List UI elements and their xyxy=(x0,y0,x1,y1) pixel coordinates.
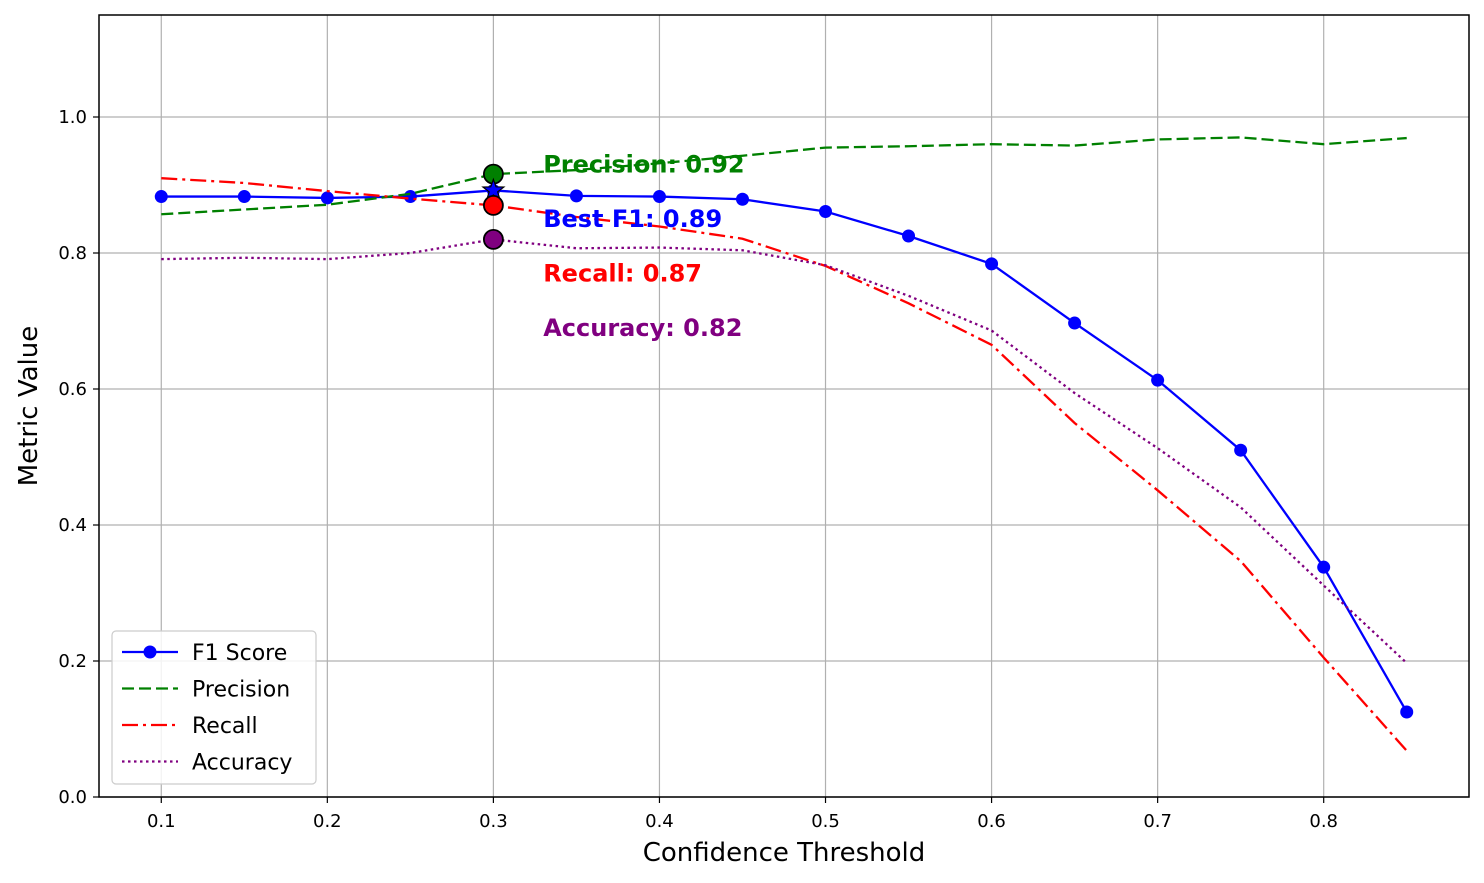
data-point xyxy=(237,190,251,204)
plot-frame xyxy=(98,14,1470,798)
annotations: Precision: 0.92 Best F1: 0.89 Recall: 0.87… xyxy=(543,151,744,342)
legend-item[interactable]: F1 Score xyxy=(122,641,287,666)
data-point xyxy=(735,192,749,206)
legend-box xyxy=(111,630,317,785)
legend-marker xyxy=(143,645,157,659)
data-point xyxy=(1234,443,1248,457)
legend-label: F1 Score xyxy=(192,641,287,666)
y-axis-ticks: 0.0 0.2 0.4 0.6 0.8 1.0 xyxy=(58,107,99,808)
data-point xyxy=(652,190,666,204)
legend-label: Recall xyxy=(192,714,258,739)
legend-item[interactable]: Recall xyxy=(122,714,258,739)
annotation-label: Precision: 0.92 xyxy=(543,151,744,179)
x-tick-label: 0.7 xyxy=(1143,811,1172,832)
x-tick-label: 0.5 xyxy=(811,811,840,832)
y-tick-label: 0.0 xyxy=(58,787,87,808)
best-accuracy-marker xyxy=(482,228,504,250)
data-point xyxy=(1400,705,1414,719)
annotation-label: Best F1: 0.89 xyxy=(543,205,722,233)
data-point xyxy=(1068,316,1082,330)
series-line xyxy=(161,177,1408,752)
best-threshold-markers xyxy=(481,163,506,250)
data-point xyxy=(403,190,417,204)
x-axis-label: Confidence Threshold xyxy=(643,838,926,868)
x-tick-label: 0.1 xyxy=(147,811,176,832)
x-tick-label: 0.8 xyxy=(1309,811,1338,832)
annotation-label: Accuracy: 0.82 xyxy=(543,314,742,342)
data-point xyxy=(1151,373,1165,387)
y-tick-label: 0.4 xyxy=(58,515,87,536)
series-precision xyxy=(161,136,1407,216)
annotation-label: Recall: 0.87 xyxy=(543,259,702,287)
x-tick-label: 0.3 xyxy=(479,811,508,832)
data-point xyxy=(902,229,916,243)
x-axis-ticks: 0.1 0.2 0.3 0.4 0.5 0.6 0.7 0.8 xyxy=(147,797,1338,832)
data-point xyxy=(569,189,583,203)
legend-label: Accuracy xyxy=(192,751,292,776)
best-f1-star-marker xyxy=(481,177,506,201)
series-line xyxy=(161,136,1407,216)
y-tick-label: 1.0 xyxy=(58,107,87,128)
y-tick-label: 0.6 xyxy=(58,379,87,400)
legend-label: Precision xyxy=(192,678,290,703)
series-line xyxy=(161,189,1408,713)
data-point xyxy=(154,190,168,204)
series-recall xyxy=(161,177,1408,752)
series-line xyxy=(161,238,1408,664)
y-axis-label: Metric Value xyxy=(14,326,44,487)
x-tick-label: 0.4 xyxy=(645,811,674,832)
legend-item[interactable]: Precision xyxy=(122,678,290,703)
data-point xyxy=(819,205,833,219)
data-point xyxy=(1317,560,1331,574)
series-layer xyxy=(154,136,1414,752)
y-tick-label: 0.8 xyxy=(58,243,87,264)
data-point xyxy=(320,191,334,205)
y-tick-label: 0.2 xyxy=(58,651,87,672)
series-accuracy xyxy=(161,238,1408,664)
legend[interactable]: F1 Score Precision Recall Accuracy xyxy=(111,630,317,785)
data-point xyxy=(985,257,999,271)
series-f1-score xyxy=(154,183,1414,719)
best-recall-marker xyxy=(482,194,504,216)
x-tick-label: 0.6 xyxy=(977,811,1006,832)
x-tick-label: 0.2 xyxy=(313,811,342,832)
legend-item[interactable]: Accuracy xyxy=(122,751,292,776)
